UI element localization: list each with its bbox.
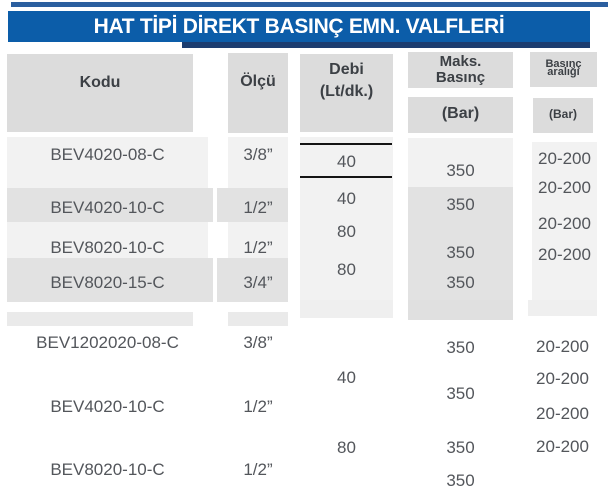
kodu-row2-band	[7, 188, 213, 222]
table-cell-debi: 80	[337, 260, 356, 279]
maks-column-bg-dark	[408, 187, 513, 302]
table-cell-olcu: 1/2”	[243, 198, 273, 217]
table-cell-maks: 350	[446, 273, 475, 292]
maks-strip	[408, 300, 513, 320]
table-cell-olcu: 1/2”	[243, 460, 273, 479]
header-maks-basinc: Maks. Basınç	[408, 52, 513, 88]
aralik-column-bg	[532, 142, 597, 303]
debi-column-bg	[300, 137, 393, 302]
table-cell-kodu: BEV1202020-08-C	[36, 333, 179, 352]
table-cell-aralik: 20-200	[536, 337, 589, 356]
table-cell-aralik: 20-200	[538, 149, 591, 168]
header-aralik-line1: Basınç	[545, 58, 582, 70]
table-cell-debi: 40	[337, 189, 356, 208]
table-cell-kodu: BEV4020-10-C	[50, 397, 165, 416]
table-cell-aralik: 20-200	[536, 404, 589, 423]
table-cell-olcu: 1/2”	[243, 397, 273, 416]
header-debi: Debi (Lt/dk.)	[300, 54, 393, 132]
maks-column-bg-light	[408, 138, 513, 187]
table-cell-debi: 80	[337, 222, 356, 241]
header-aralik-bar-unit: (Bar)	[533, 98, 593, 133]
table-cell-debi: 80	[337, 438, 356, 457]
debi-top-rule	[300, 143, 392, 145]
aralik-strip	[528, 300, 597, 316]
title-bar: HAT TİPİ DİREKT BASINÇ EMN. VALFLERİ	[8, 11, 590, 42]
header-maks-line1: Maks.	[439, 53, 482, 70]
table-cell-maks: 350	[446, 338, 475, 357]
table-cell-maks: 350	[446, 161, 475, 180]
title-underline-strip	[182, 42, 590, 48]
header-maks-line2: Basınç	[435, 69, 486, 86]
table-cell-olcu: 3/4”	[243, 273, 273, 292]
table-cell-olcu: 1/2”	[243, 238, 273, 257]
table-cell-kodu: BEV4020-08-C	[50, 145, 165, 164]
table-cell-aralik: 20-200	[538, 214, 591, 233]
table-cell-olcu: 3/8”	[243, 145, 273, 164]
table-cell-aralik: 20-200	[538, 245, 591, 264]
table-cell-aralik: 20-200	[538, 178, 591, 197]
header-olcu: Ölçü	[228, 53, 288, 133]
table-cell-debi: 40	[337, 368, 356, 387]
kodu-row4-band	[7, 258, 213, 302]
olcu-row2-band	[217, 188, 288, 222]
kodu-strip	[7, 312, 193, 326]
table-cell-aralik: 20-200	[536, 369, 589, 388]
table-cell-aralik: 20-200	[536, 437, 589, 456]
table-cell-maks: 350	[446, 384, 475, 403]
table-cell-kodu: BEV4020-10-C	[50, 198, 165, 217]
page-title: HAT TİPİ DİREKT BASINÇ EMN. VALFLERİ	[93, 14, 505, 38]
table-cell-kodu: BEV8020-15-C	[50, 273, 165, 292]
olcu-row4-band	[217, 258, 288, 302]
header-kodu: Kodu	[7, 54, 193, 132]
table-cell-kodu: BEV8020-10-C	[50, 460, 165, 479]
header-maks-bar-unit: (Bar)	[408, 97, 513, 133]
table-cell-olcu: 3/8”	[243, 333, 273, 352]
table-cell-maks: 350	[446, 471, 475, 490]
header-debi-line2: (Lt/dk.)	[319, 83, 374, 100]
header-basinc-araligi: Basınç aralığı	[530, 52, 597, 87]
table-cell-debi: 40	[337, 152, 356, 171]
header-debi-line1: Debi	[329, 61, 364, 78]
table-cell-maks: 350	[446, 243, 475, 262]
table-cell-maks: 350	[446, 195, 475, 214]
debi-bottom-rule	[300, 176, 392, 178]
debi-strip	[300, 300, 393, 318]
olcu-strip	[228, 312, 288, 326]
table-cell-kodu: BEV8020-10-C	[50, 238, 165, 257]
top-accent-strip	[11, 2, 608, 7]
table-cell-maks: 350	[446, 438, 475, 457]
header-aralik-line2: aralığı	[547, 66, 580, 78]
